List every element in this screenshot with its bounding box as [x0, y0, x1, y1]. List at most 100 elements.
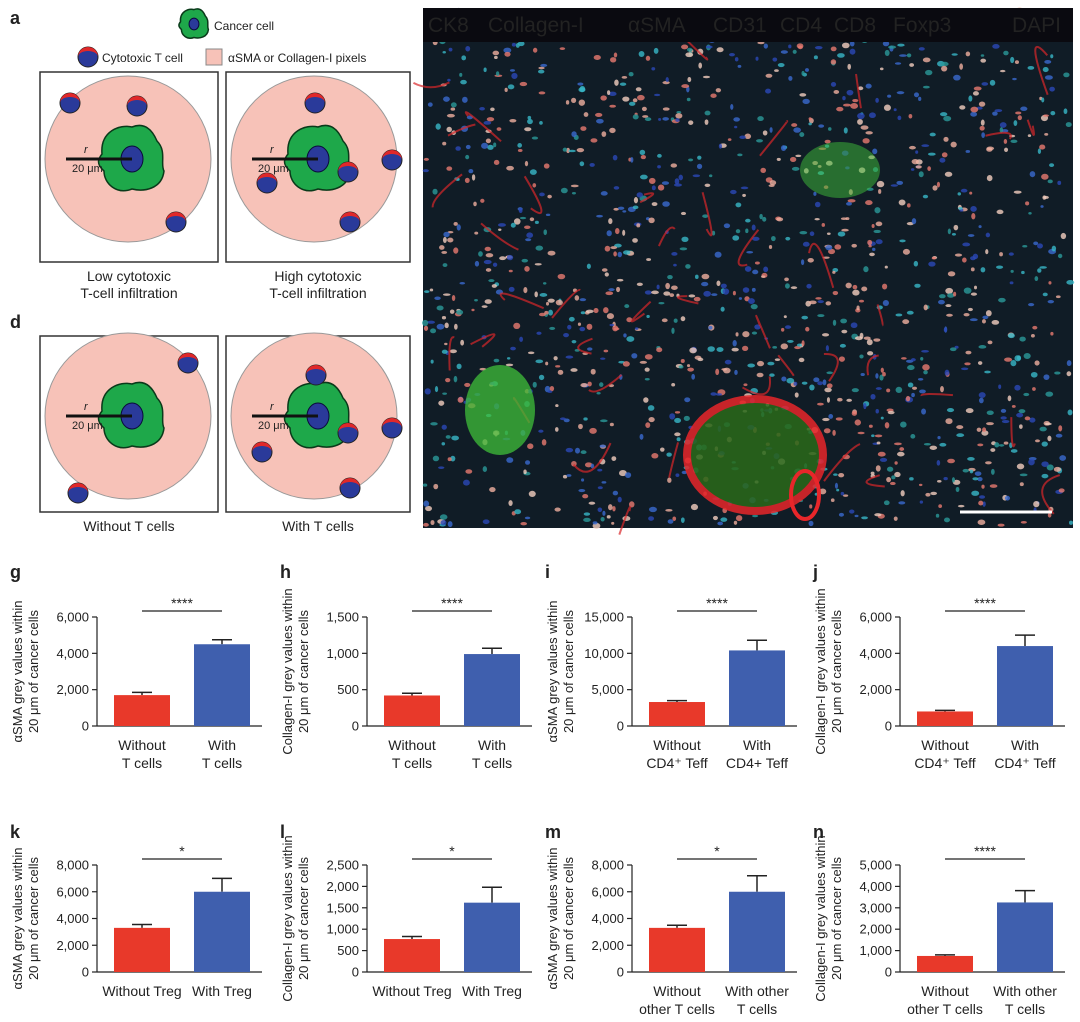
- cell-dot: [832, 429, 836, 436]
- cell-dot: [430, 359, 434, 364]
- cell-dot: [670, 163, 678, 168]
- cell-dot: [571, 97, 577, 104]
- cell-dot: [1007, 395, 1012, 402]
- cell-dot: [672, 516, 677, 521]
- bar: [114, 927, 170, 972]
- cell-dot: [807, 258, 814, 263]
- y-tick-label: 1,000: [326, 922, 359, 937]
- cell-dot: [751, 224, 756, 231]
- cell-dot: [788, 44, 792, 49]
- cell-dot: [566, 474, 572, 477]
- cell-dot: [817, 300, 824, 304]
- cell-dot: [996, 265, 1004, 269]
- cell-dot: [1020, 521, 1027, 524]
- cell-dot: [493, 142, 497, 148]
- cell-dot: [1039, 266, 1047, 269]
- cell-dot: [427, 102, 433, 107]
- cell-dot: [918, 483, 923, 487]
- cell-dot: [449, 309, 455, 314]
- cell-dot: [982, 315, 989, 320]
- cell-dot: [882, 372, 886, 377]
- cell-dot: [969, 469, 974, 474]
- cell-dot: [632, 98, 638, 103]
- cell-dot: [539, 120, 543, 125]
- cell-dot: [632, 238, 638, 243]
- cell-dot: [444, 342, 448, 346]
- cell-dot: [580, 382, 588, 388]
- cell-dot: [967, 234, 975, 237]
- cell-dot: [970, 256, 976, 261]
- cell-dot: [990, 448, 996, 452]
- cell-dot: [1004, 357, 1013, 362]
- cell-dot: [604, 245, 611, 252]
- cell-dot: [624, 304, 630, 309]
- cell-dot: [1049, 86, 1055, 92]
- cell-dot: [519, 216, 527, 220]
- cell-dot: [600, 517, 605, 522]
- cell-dot: [786, 377, 795, 384]
- cell-dot: [709, 174, 713, 178]
- cell-dot: [980, 58, 987, 63]
- cell-dot: [528, 490, 536, 498]
- cell-dot: [902, 248, 910, 255]
- cell-dot: [1023, 392, 1030, 397]
- cell-dot: [1047, 512, 1052, 518]
- cell-dot: [429, 288, 434, 292]
- cell-dot: [504, 87, 508, 93]
- cell-dot: [1058, 425, 1063, 432]
- cell-dot: [720, 283, 727, 289]
- cell-dot: [962, 468, 969, 473]
- cell-dot: [969, 318, 978, 322]
- cell-dot: [455, 146, 461, 151]
- cell-dot: [646, 314, 650, 319]
- cell-dot: [910, 358, 916, 362]
- cell-dot: [1001, 419, 1010, 424]
- cell-dot: [921, 350, 929, 353]
- x-tick-label: Without CD4⁺ Teff: [914, 737, 975, 771]
- cell-dot: [906, 310, 914, 315]
- cell-dot: [460, 339, 465, 346]
- cell-dot: [750, 303, 758, 310]
- label-band: [423, 8, 1073, 42]
- cell-dot: [589, 427, 597, 434]
- cell-dot: [943, 477, 948, 481]
- cell-dot: [875, 465, 881, 472]
- cell-dot: [651, 290, 659, 295]
- cell-dot: [854, 336, 863, 341]
- cell-dot: [734, 369, 738, 375]
- cell-dot: [824, 139, 831, 144]
- panel-letter: a: [10, 8, 21, 28]
- cell-dot: [498, 228, 502, 231]
- cell-dot: [439, 245, 445, 250]
- cell-dot: [745, 218, 751, 223]
- cell-dot: [559, 47, 566, 50]
- cell-dot: [487, 144, 494, 150]
- cell-dot: [886, 466, 894, 472]
- y-tick-label: 2,000: [56, 682, 89, 697]
- cell-dot: [882, 40, 890, 47]
- channel-label: αSMA: [628, 14, 686, 37]
- cell-dot: [865, 131, 873, 135]
- channel-label: Collagen-I: [488, 14, 584, 37]
- cell-dot: [843, 127, 848, 134]
- cell-dot: [599, 419, 608, 423]
- fiber: [777, 354, 795, 377]
- cell-dot: [1069, 520, 1073, 525]
- fiber: [577, 337, 593, 355]
- cell-dot: [492, 50, 500, 56]
- cell-dot: [679, 247, 688, 251]
- cell-dot: [453, 222, 458, 226]
- cell-dot: [962, 257, 967, 263]
- cell-dot: [845, 217, 850, 221]
- cell-dot: [654, 93, 661, 97]
- cell-dot: [985, 461, 992, 465]
- cell-dot: [998, 444, 1005, 447]
- cell-dot: [449, 349, 457, 354]
- cell-dot: [662, 201, 670, 207]
- panel-letter: m: [545, 822, 561, 842]
- bar: [114, 695, 170, 726]
- cell-dot: [861, 516, 868, 520]
- cell-dot: [737, 153, 743, 157]
- bar: [649, 927, 705, 972]
- cell-dot: [857, 431, 865, 435]
